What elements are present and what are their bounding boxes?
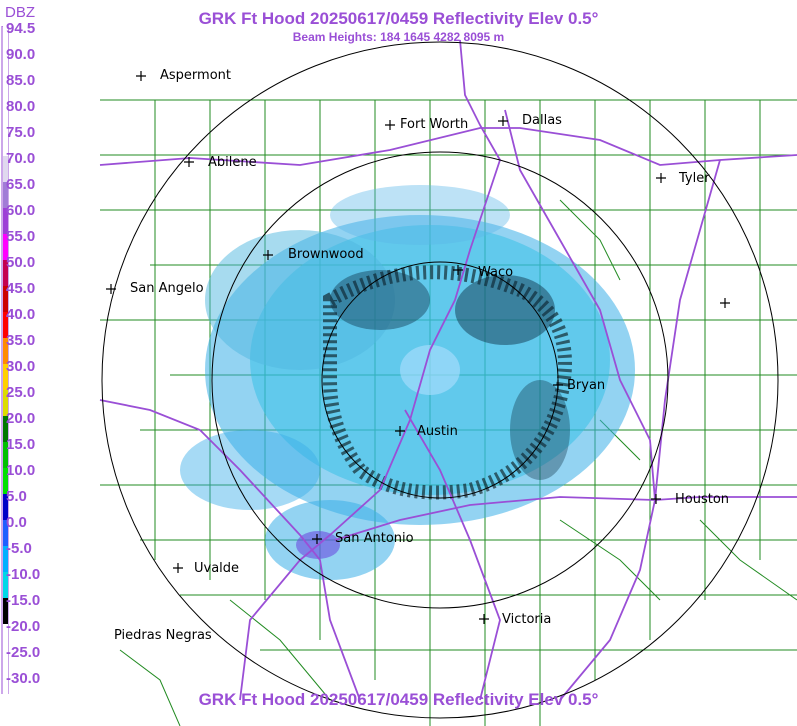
legend-tick-label: 25.0 [6,384,36,401]
city-label-dallas: Dallas [522,113,562,128]
legend-swatch [3,390,8,416]
legend-tick-label: 65.0 [6,176,36,193]
map-title: GRK Ft Hood 20250617/0459 Reflectivity E… [198,9,599,28]
legend-tick-label: 20.0 [6,410,36,427]
legend-tick-label: 45.0 [6,280,36,297]
legend-swatch [3,234,8,260]
city-markers [106,71,730,624]
legend-tick-label: 55.0 [6,228,36,245]
legend-tick-label: 90.0 [6,46,36,63]
range-rings [101,41,779,719]
legend-swatch [3,650,8,676]
city-label-piedras-negras: Piedras Negras [114,628,212,643]
city-label-abilene: Abilene [208,155,257,170]
legend-tick-label: 80.0 [6,98,36,115]
city-label-brownwood: Brownwood [288,247,364,262]
city-label-waco: Waco [478,265,514,280]
legend-tick-label: 5.0 [6,488,27,505]
legend-swatch [3,520,8,546]
map-footer-title: GRK Ft Hood 20250617/0459 Reflectivity E… [198,690,599,709]
beam-heights-subtitle: Beam Heights: 184 1645 4282 8095 m [292,30,505,44]
legend-tick-label: 0.0 [6,514,27,531]
legend-tick-label: -10.0 [6,566,41,583]
legend-swatch [3,52,8,78]
legend-tick-label: 30.0 [6,358,36,375]
city-label-san-antonio: San Antonio [335,531,414,546]
city-label-fort-worth: Fort Worth [400,117,469,132]
legend-swatch [3,182,8,208]
legend-swatch [3,78,8,104]
legend-tick-label: 10.0 [6,462,36,479]
legend-tick-label: 85.0 [6,72,36,89]
legend-swatch [3,312,8,338]
legend-color-bar [1,25,9,702]
legend-swatch [3,546,8,572]
legend-swatch [3,676,8,702]
legend-swatch [3,130,8,156]
legend-tick-label: -15.0 [6,592,41,609]
city-label-uvalde: Uvalde [194,561,240,576]
legend-swatch [3,260,8,286]
reflectivity-echoes [180,185,635,580]
legend-swatch [3,468,8,494]
city-label-tyler: Tyler [679,171,710,186]
legend-tick-label: 75.0 [6,124,36,141]
legend-tick-label: 94.5 [6,20,36,37]
legend-swatch [3,494,8,520]
highways [99,39,797,701]
legend-swatch [3,208,8,234]
legend-tick-label: 35.0 [6,332,36,349]
legend-swatch [3,572,8,598]
legend-unit-label: DBZ [5,4,35,21]
city-label-bryan: Bryan [567,378,606,393]
legend-tick-label: 50.0 [6,254,36,271]
city-label-aspermont: Aspermont [160,68,231,83]
legend-tick-label: -25.0 [6,644,41,661]
legend-swatch [3,286,8,312]
legend-swatch [3,104,8,130]
legend-swatch [3,416,8,442]
legend-swatch [3,624,8,650]
legend-swatch [3,338,8,364]
dbz-color-legend: 94.5 90.0 85.0 80.0 75.0 70.0 65.0 60.0 55.0 50.0… [0,20,60,702]
city-label-san-angelo: San Angelo [130,281,204,296]
legend-tick-label: -20.0 [6,618,41,635]
legend-swatch [3,156,8,182]
legend-tick-label: 40.0 [6,306,36,323]
legend-tick-label: 60.0 [6,202,36,219]
city-label-houston: Houston [675,492,730,507]
legend-swatch [3,598,8,624]
legend-tick-label: 70.0 [6,150,36,167]
legend-tick-label: -5.0 [6,540,32,557]
legend-tick-label: -30.0 [6,670,41,687]
city-label-austin: Austin [417,424,458,439]
legend-swatch [3,442,8,468]
legend-swatch [3,26,8,52]
legend-swatch [3,364,8,390]
legend-tick-label: 15.0 [6,436,36,453]
city-label-victoria: Victoria [502,612,552,627]
